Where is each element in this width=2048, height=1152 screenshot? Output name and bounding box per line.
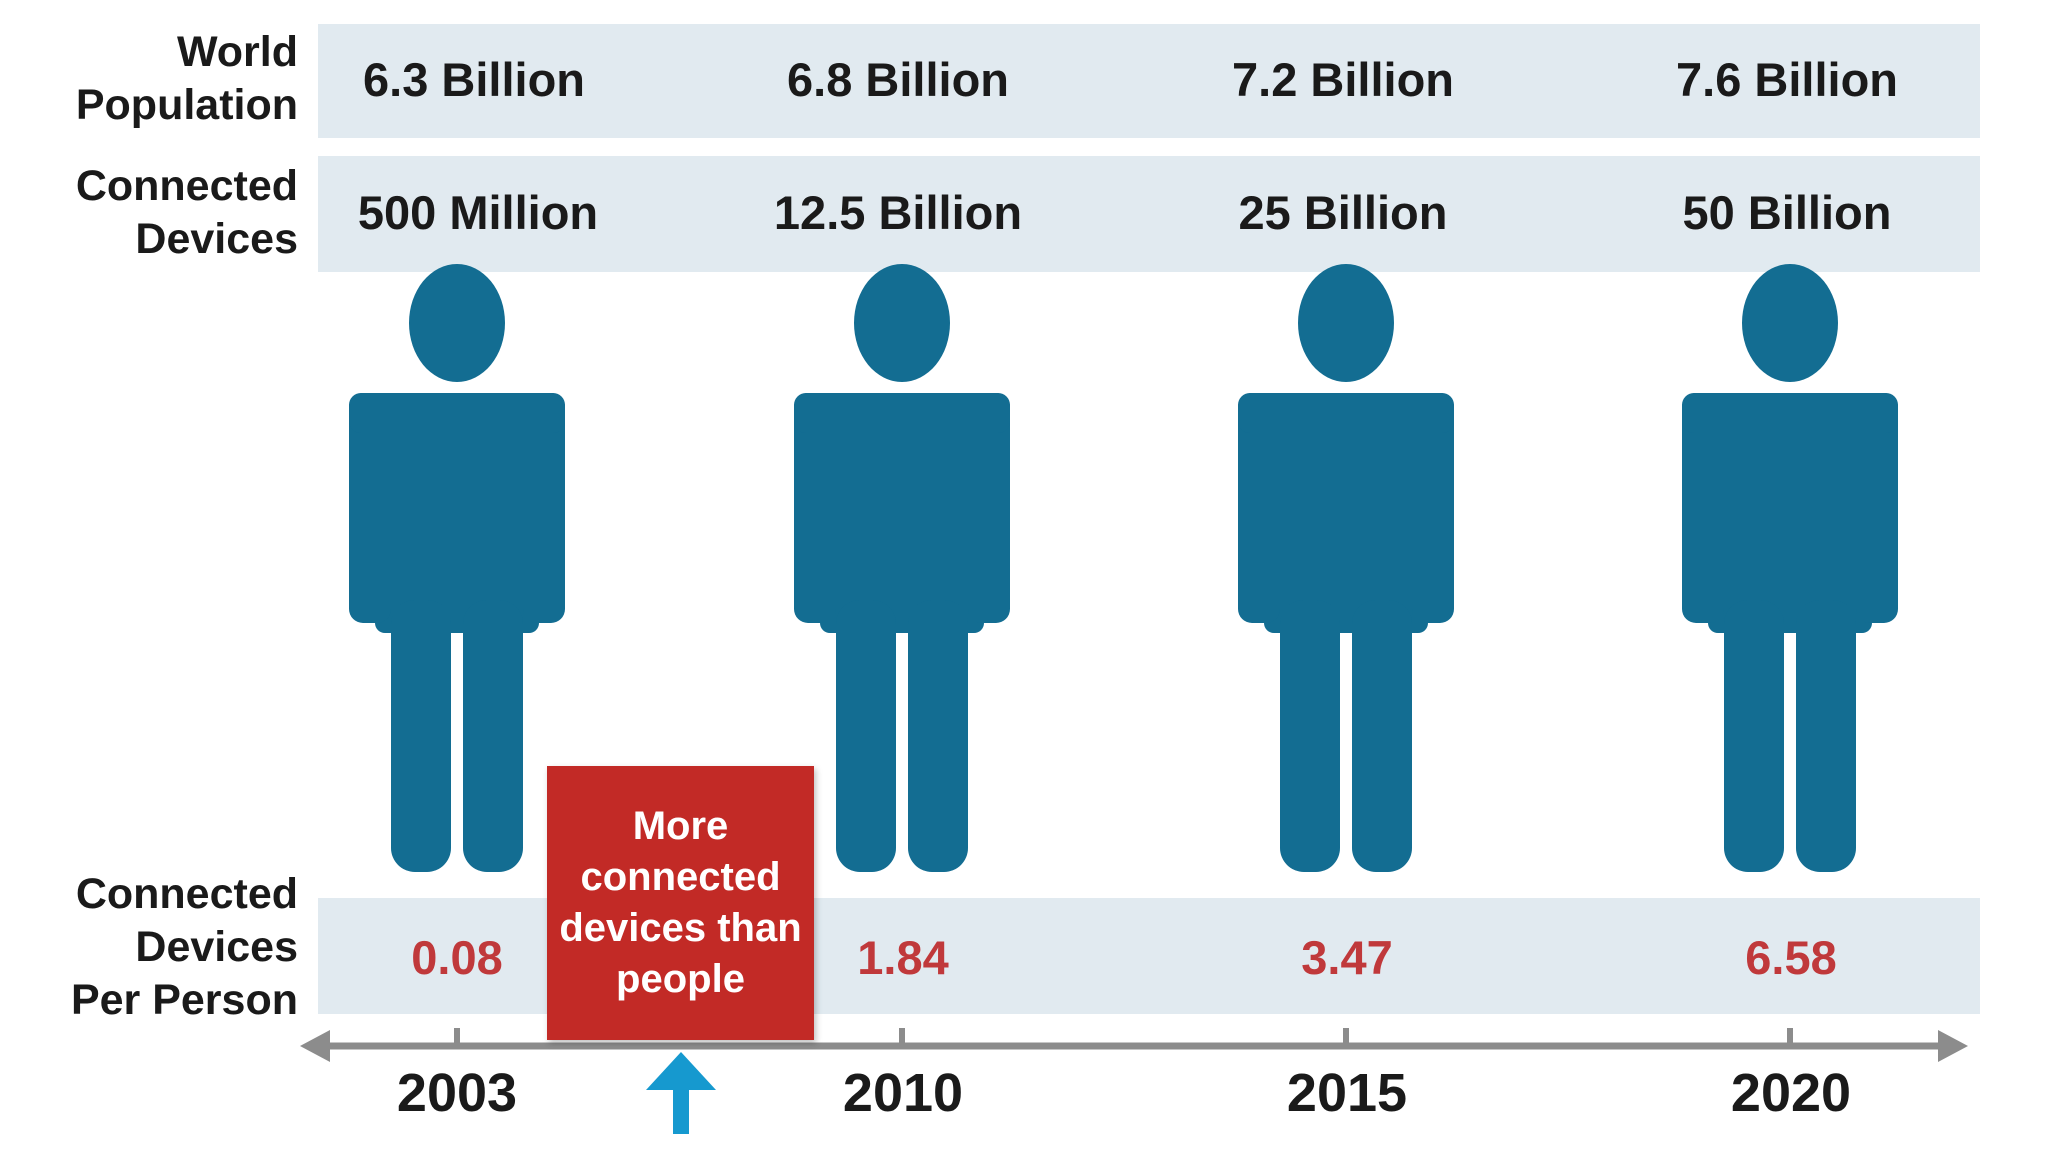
row-label-connected-devices: Connected Devices (0, 160, 298, 266)
person-torso (1708, 393, 1872, 633)
row-label-devices-per-person: Connected Devices Per Person (0, 868, 298, 1027)
devices-value-2020: 50 Billion (1682, 186, 1892, 239)
row-label-world-population: World Population (0, 26, 298, 132)
person-right-leg (1352, 600, 1412, 872)
person-left-leg (836, 600, 896, 872)
row-label-line: World (176, 28, 298, 76)
row-label-line: Connected (75, 162, 298, 210)
person-icon (349, 264, 565, 872)
population-value-2003: 6.3 Billion (363, 53, 585, 106)
person-right-leg (463, 600, 523, 872)
population-value-2020: 7.6 Billion (1676, 53, 1898, 106)
callout-box: More connected devices than people (547, 766, 814, 1040)
person-torso (1264, 393, 1428, 633)
year-label-2010: 2010 (842, 1063, 964, 1123)
population-value-2010: 6.8 Billion (787, 53, 1009, 106)
person-shoulders (1238, 393, 1454, 433)
row-label-line: Connected (75, 870, 298, 918)
person-right-arm (1856, 393, 1898, 623)
axis-right-arrowhead (1938, 1030, 1968, 1062)
per-person-value-2020: 6.58 (1745, 931, 1837, 984)
up-arrow-icon (646, 1052, 716, 1134)
per-person-value-2015: 3.47 (1301, 931, 1393, 984)
person-icon (794, 264, 1010, 872)
person-left-arm (1238, 393, 1280, 623)
up-arrow-head (646, 1052, 716, 1090)
row-label-line: Per Person (70, 976, 298, 1024)
person-head (854, 264, 950, 382)
row-label-line: Devices (135, 215, 298, 263)
person-right-arm (968, 393, 1010, 623)
up-arrow-shaft (673, 1078, 689, 1134)
person-shoulders (349, 393, 565, 433)
person-shoulders (794, 393, 1010, 433)
person-left-leg (391, 600, 451, 872)
person-head (1742, 264, 1838, 382)
person-left-arm (794, 393, 836, 623)
connected-devices-row (318, 156, 1980, 272)
callout-text: More connected devices than people (559, 804, 802, 1001)
axis-left-arrowhead (300, 1030, 330, 1062)
person-right-arm (1412, 393, 1454, 623)
per-person-value-2010: 1.84 (857, 931, 949, 984)
per-person-value-2003: 0.08 (411, 931, 503, 984)
person-left-arm (1682, 393, 1724, 623)
person-left-leg (1280, 600, 1340, 872)
person-torso (820, 393, 984, 633)
year-label-2020: 2020 (1730, 1063, 1852, 1123)
person-icon (1682, 264, 1898, 872)
person-head (1298, 264, 1394, 382)
year-label-2015: 2015 (1286, 1063, 1408, 1123)
row-label-line: Devices (135, 923, 298, 971)
devices-value-2003: 500 Million (357, 186, 599, 239)
person-right-leg (1796, 600, 1856, 872)
row-label-line: Population (75, 81, 298, 129)
world-population-row (318, 24, 1980, 138)
devices-value-2015: 25 Billion (1238, 186, 1448, 239)
person-torso (375, 393, 539, 633)
devices-value-2010: 12.5 Billion (773, 186, 1023, 239)
person-right-arm (523, 393, 565, 623)
population-value-2015: 7.2 Billion (1232, 53, 1454, 106)
person-right-leg (908, 600, 968, 872)
person-left-arm (349, 393, 391, 623)
person-head (409, 264, 505, 382)
person-shoulders (1682, 393, 1898, 433)
person-icon (1238, 264, 1454, 872)
year-label-2003: 2003 (396, 1063, 518, 1123)
person-left-leg (1724, 600, 1784, 872)
